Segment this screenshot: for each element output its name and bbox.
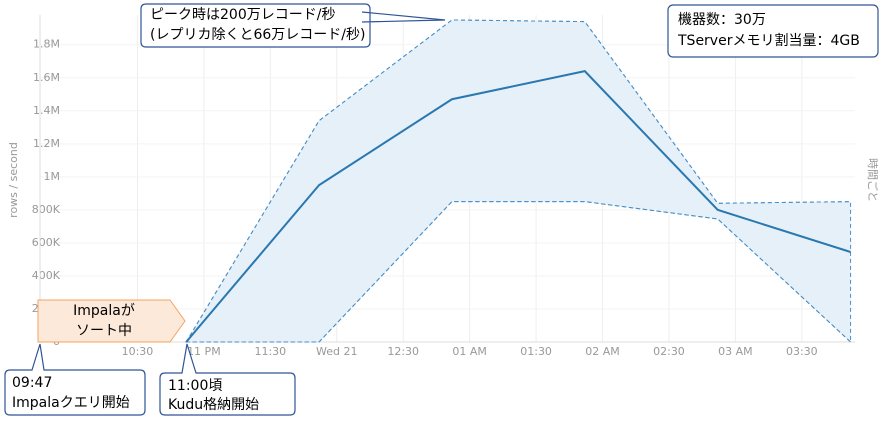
x-tick-label: 01 AM	[452, 345, 487, 358]
callout-text: 機器数：30万	[678, 12, 766, 28]
data-line	[185, 70, 851, 343]
range-line	[186, 201, 851, 343]
y-tick-label: 1.4M	[33, 104, 60, 117]
x-tick-label: 03 AM	[718, 345, 753, 358]
callout-text: TServerメモリ割当量：4GB	[677, 32, 860, 49]
y-tick-label: 600K	[32, 236, 61, 249]
y-tick-label: 1.2M	[33, 137, 60, 150]
x-tick-label: 11 PM	[187, 345, 221, 358]
y-tick-label: 1.8M	[33, 38, 60, 51]
band-area	[185, 19, 852, 344]
callout-text: 11:00頃	[168, 378, 222, 394]
x-tick-label: Wed 21	[316, 345, 357, 358]
callout-text: (レプリカ除くと66万レコード/秒)	[150, 27, 365, 43]
phase-text: Impalaが	[73, 303, 135, 319]
callout-box	[140, 3, 446, 48]
callout-box	[159, 343, 296, 416]
x-tick-label: 03:30	[786, 345, 818, 358]
x-tick-label: 01:30	[520, 345, 552, 358]
x-tick-label: 11:30	[254, 345, 286, 358]
x-tick-label: 12:30	[387, 345, 419, 358]
callout-text: ピーク時は200万レコード/秒	[150, 7, 335, 23]
phase-text: ソート中	[76, 323, 132, 339]
x-tick-label: 02:30	[653, 345, 685, 358]
callout-text: 09:47	[12, 375, 52, 391]
callout-text: Kudu格納開始	[168, 397, 259, 413]
y-tick-label: 1.6M	[33, 71, 60, 84]
x-tick-label: 02 AM	[585, 345, 620, 358]
y-tick-label: 800K	[32, 203, 61, 216]
plot-area: 10:30 11 PM 11:30 Wed 21 12:30 01 AM 01:30 02 A…	[32, 15, 855, 358]
callout-text: Impalaクエリ開始	[12, 395, 130, 411]
callout-box	[667, 4, 879, 58]
callout-box	[4, 343, 146, 416]
range-line	[185, 19, 851, 343]
right-axis-label: 時間ごと	[866, 158, 880, 202]
x-tick-label: 10:30	[122, 345, 154, 358]
y-axis-label: rows / second	[7, 142, 20, 218]
phase-arrow	[37, 299, 186, 343]
y-tick-label: 1M	[44, 170, 61, 183]
y-tick-label: 400K	[32, 269, 61, 282]
